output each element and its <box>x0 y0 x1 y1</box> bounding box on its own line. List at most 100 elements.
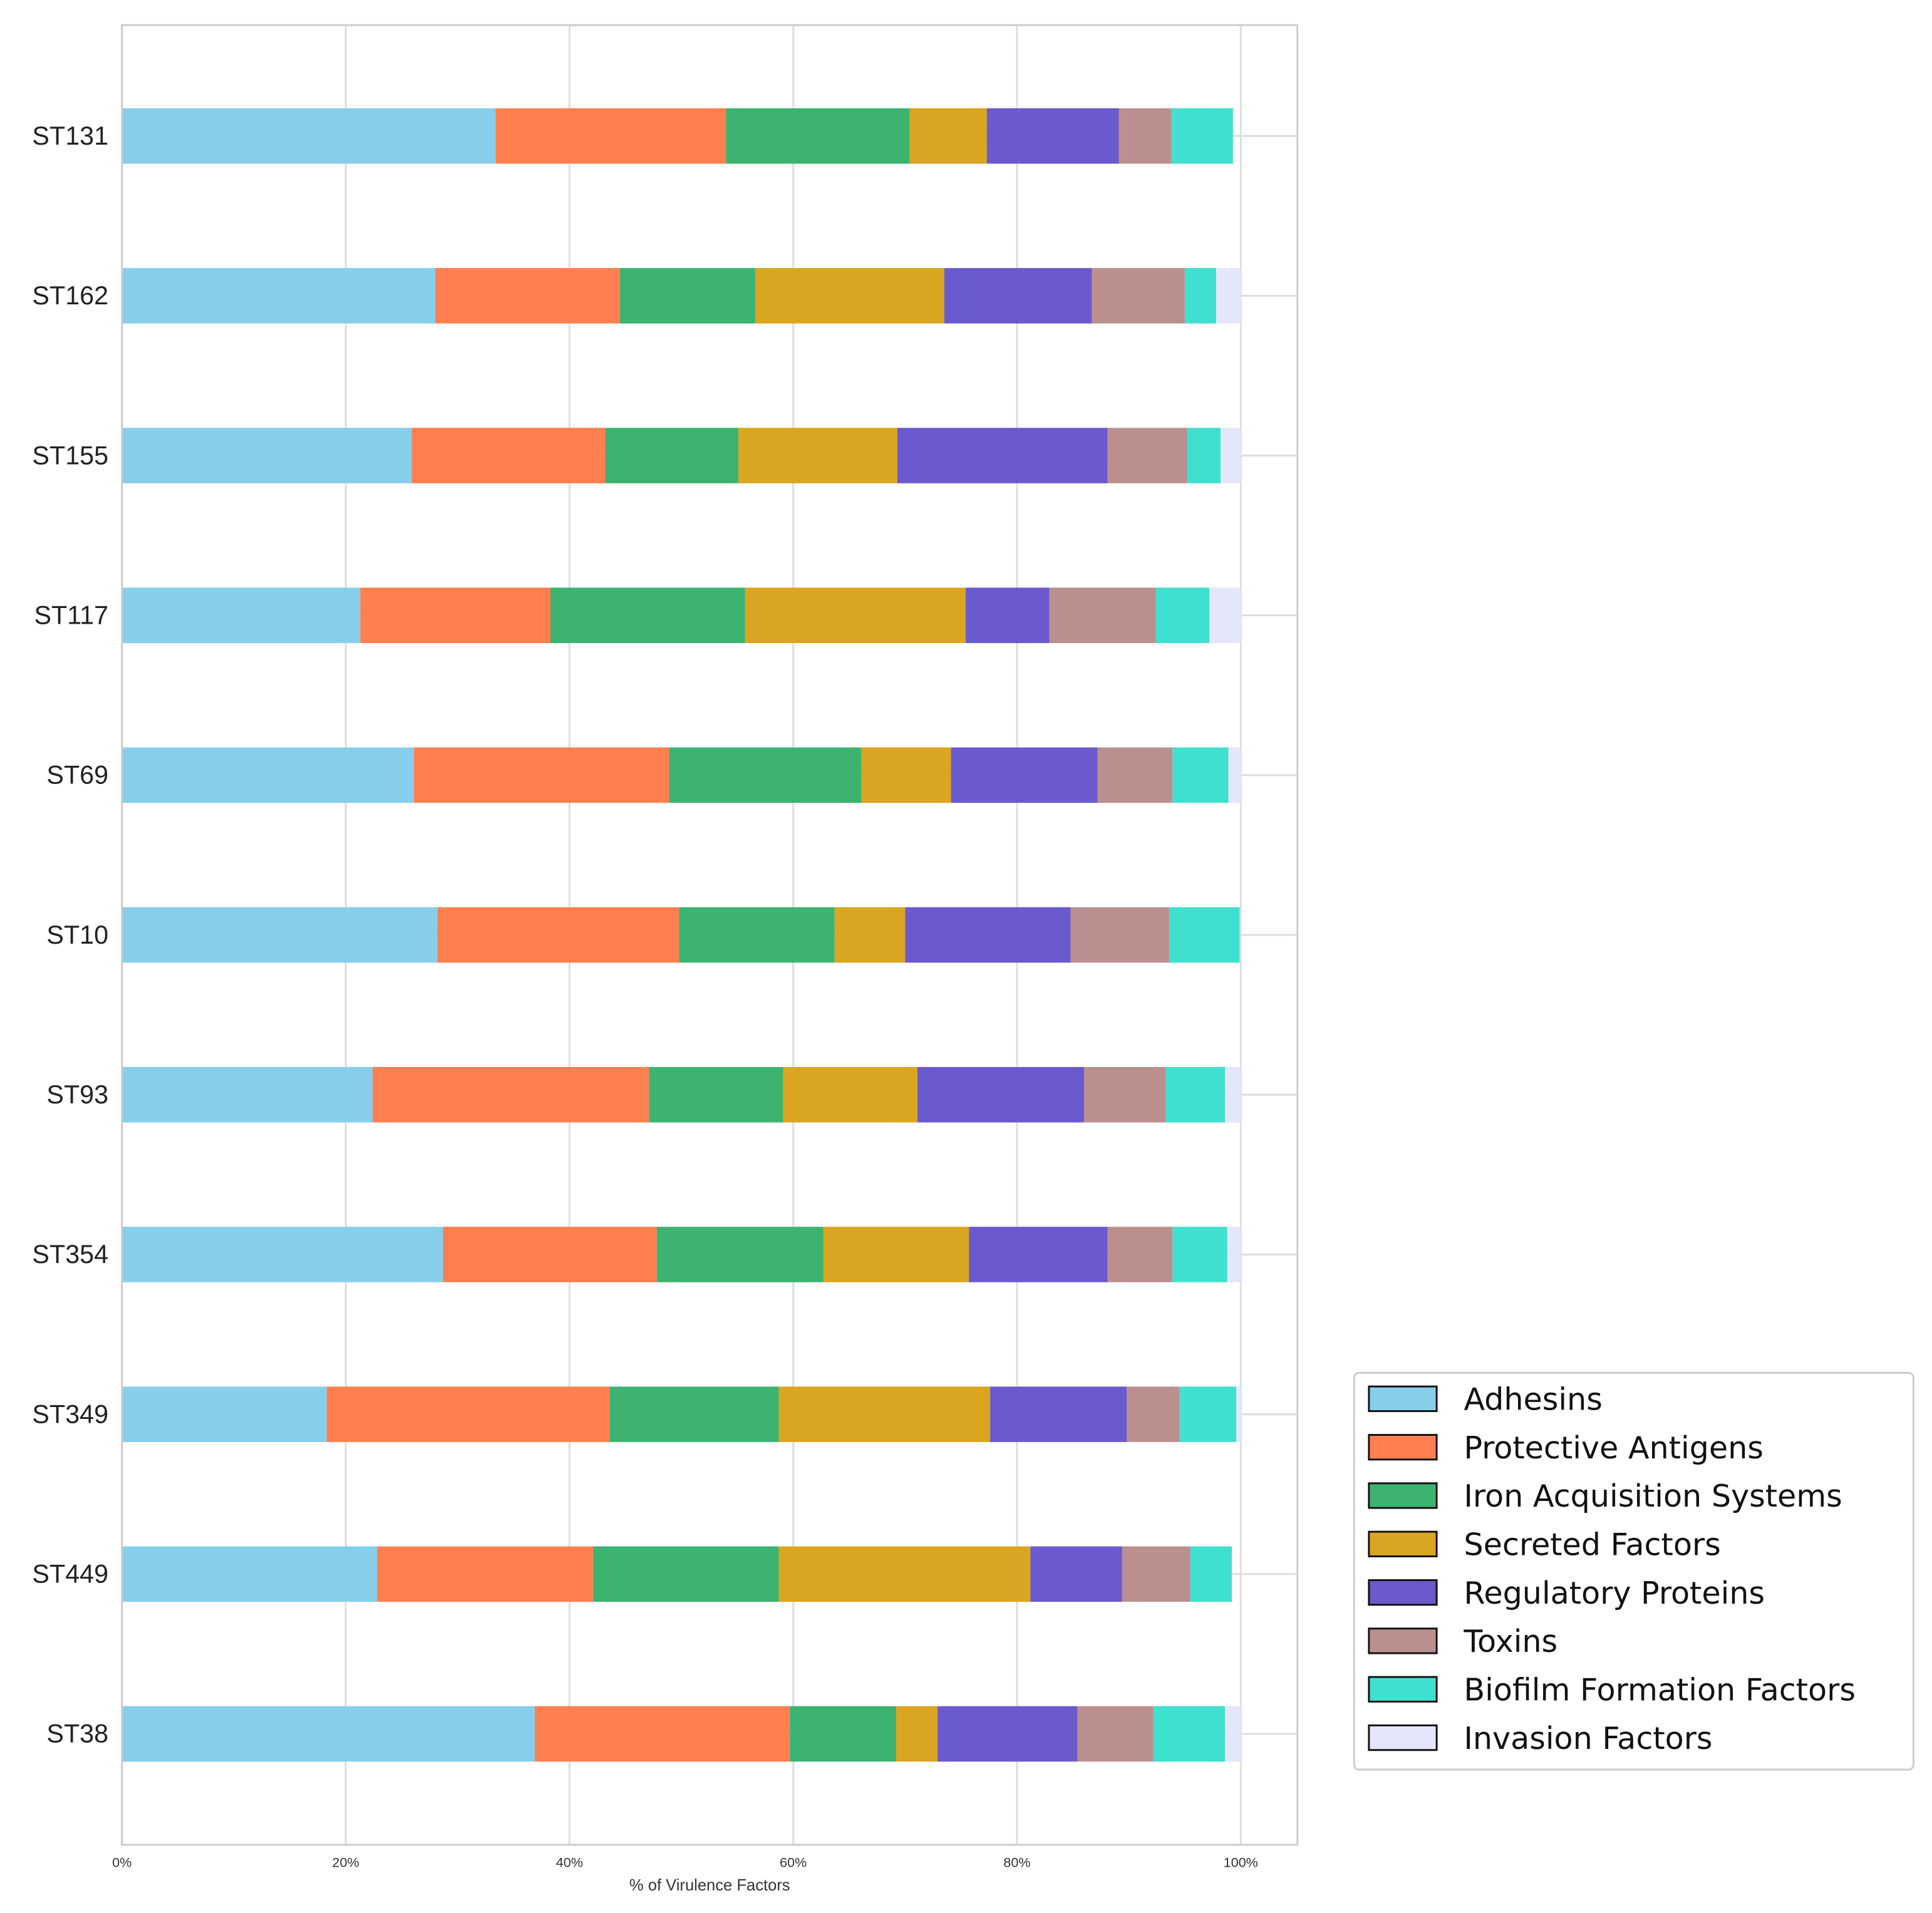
bar-segment-regulatory-proteins <box>969 1227 1108 1282</box>
legend: Adhesins Protective Antigens Iron Acquisit… <box>1353 1372 1914 1771</box>
bar-segment-protective-antigens <box>495 108 726 164</box>
bar-segment-iron-acquisition-systems <box>790 1706 897 1762</box>
y-tick-labels: ST131 ST162 ST155 ST117 ST69 ST10 ST93 ST354 ST3… <box>32 121 108 1748</box>
y-tick-label: ST162 <box>32 281 108 310</box>
bar-segment-adhesins <box>121 907 438 963</box>
bar-segment-secreted-factors <box>738 428 897 483</box>
x-tick-label: 100% <box>1224 1854 1258 1870</box>
bar-segment-iron-acquisition-systems <box>609 1386 779 1442</box>
legend-swatch <box>1368 1385 1438 1412</box>
bar-segment-toxins <box>1092 268 1185 324</box>
legend-swatch <box>1368 1482 1438 1509</box>
x-tick-label: 40% <box>556 1854 583 1870</box>
y-tick-label: ST349 <box>32 1400 108 1428</box>
bar-segment-biofilm-formation-factors <box>1165 1066 1226 1123</box>
bar-segment-regulatory-proteins <box>938 1706 1078 1762</box>
bar-segment-biofilm-formation-factors <box>1187 428 1221 483</box>
y-tick-label: ST117 <box>34 601 109 629</box>
legend-label: Biofilm Formation Factors <box>1464 1671 1856 1708</box>
x-tick-label: 60% <box>780 1854 807 1870</box>
legend-swatch <box>1368 1433 1438 1461</box>
bar-segment-protective-antigens <box>411 428 606 483</box>
bar-segment-biofilm-formation-factors <box>1190 1546 1232 1602</box>
bar-segment-biofilm-formation-factors <box>1179 1386 1237 1442</box>
y-tick-label: ST155 <box>32 441 108 470</box>
bar-segment-adhesins <box>121 1546 378 1602</box>
bar-segment-protective-antigens <box>372 1066 649 1123</box>
y-tick-label: ST10 <box>46 920 108 949</box>
bar-segment-regulatory-proteins <box>990 1386 1127 1442</box>
bar-segment-regulatory-proteins <box>1030 1546 1122 1602</box>
bar-segment-adhesins <box>121 428 412 483</box>
bar-segment-protective-antigens <box>435 268 620 324</box>
x-tick-label: 20% <box>332 1854 359 1870</box>
bar-segment-toxins <box>1118 108 1172 164</box>
bar-segment-toxins <box>1107 1227 1173 1282</box>
bar-segment-invasion-factors <box>1216 268 1241 324</box>
bar-segment-protective-antigens <box>360 587 550 643</box>
x-tick-label: 0% <box>112 1854 132 1870</box>
bar-segment-protective-antigens <box>326 1386 610 1442</box>
bar-segment-iron-acquisition-systems <box>679 907 835 963</box>
legend-swatch <box>1368 1676 1438 1703</box>
bar-segment-iron-acquisition-systems <box>605 428 739 483</box>
bar-segment-protective-antigens <box>437 907 679 963</box>
bar-segment-toxins <box>1049 587 1156 643</box>
bar-segment-toxins <box>1122 1546 1191 1602</box>
bar-segment-biofilm-formation-factors <box>1184 268 1216 324</box>
bar-segment-iron-acquisition-systems <box>550 587 745 643</box>
bar-segment-iron-acquisition-systems <box>592 1546 779 1602</box>
bar-segment-adhesins <box>121 268 435 324</box>
bar-segment-invasion-factors <box>1225 1066 1241 1123</box>
bar-segment-biofilm-formation-factors <box>1172 1227 1227 1282</box>
bar-segment-adhesins <box>121 1706 535 1762</box>
bar-segment-iron-acquisition-systems <box>649 1066 783 1123</box>
bar-segment-iron-acquisition-systems <box>619 268 755 324</box>
bar-segment-secreted-factors <box>909 108 987 164</box>
legend-label: Iron Acquisition Systems <box>1464 1478 1842 1514</box>
bars <box>121 108 1241 1762</box>
bar-segment-regulatory-proteins <box>944 268 1092 324</box>
bar-segment-protective-antigens <box>443 1227 657 1282</box>
legend-label: Protective Antigens <box>1464 1430 1764 1466</box>
x-tick-label: 80% <box>1003 1854 1030 1870</box>
bar-segment-adhesins <box>121 1066 373 1123</box>
bar-segment-adhesins <box>121 1386 327 1442</box>
legend-label: Regulatory Proteins <box>1464 1575 1765 1611</box>
bar-segment-regulatory-proteins <box>986 108 1119 164</box>
bar-segment-adhesins <box>121 587 361 643</box>
plot-frame <box>121 24 1299 1846</box>
legend-box <box>1353 1372 1914 1771</box>
legend-label: Toxins <box>1463 1623 1557 1659</box>
y-tick-label: ST354 <box>32 1240 108 1269</box>
legend-label: Invasion Factors <box>1464 1720 1712 1756</box>
x-axis-label: % of Virulence Factors <box>629 1877 790 1894</box>
bar-segment-regulatory-proteins <box>897 428 1108 483</box>
bar-segment-adhesins <box>121 747 415 803</box>
bar-segment-adhesins <box>121 108 496 164</box>
bar-segment-secreted-factors <box>778 1386 991 1442</box>
bar-segment-secreted-factors <box>778 1546 1031 1602</box>
bar-segment-secreted-factors <box>861 747 951 803</box>
bar-segment-toxins <box>1097 747 1173 803</box>
bar-segment-protective-antigens <box>377 1546 593 1602</box>
bar-segment-adhesins <box>121 1227 443 1282</box>
legend-swatch <box>1368 1627 1438 1654</box>
bar-segment-regulatory-proteins <box>951 747 1098 803</box>
bar-segment-biofilm-formation-factors <box>1171 108 1233 164</box>
y-tick-label: ST131 <box>32 121 108 150</box>
bar-segment-iron-acquisition-systems <box>656 1227 824 1282</box>
y-tick-label: ST449 <box>32 1560 108 1589</box>
y-tick-label: ST38 <box>46 1720 108 1748</box>
bar-segment-biofilm-formation-factors <box>1169 907 1240 963</box>
bar-segment-secreted-factors <box>755 268 944 324</box>
bar-segment-biofilm-formation-factors <box>1172 747 1229 803</box>
bar-segment-invasion-factors <box>1209 587 1241 643</box>
bar-segment-secreted-factors <box>823 1227 969 1282</box>
y-tick-label: ST69 <box>46 761 108 790</box>
bar-segment-invasion-factors <box>1221 428 1241 483</box>
bar-segment-iron-acquisition-systems <box>726 108 910 164</box>
bar-segment-biofilm-formation-factors <box>1155 587 1210 643</box>
bar-segment-secreted-factors <box>834 907 906 963</box>
bar-segment-invasion-factors <box>1227 1227 1241 1282</box>
